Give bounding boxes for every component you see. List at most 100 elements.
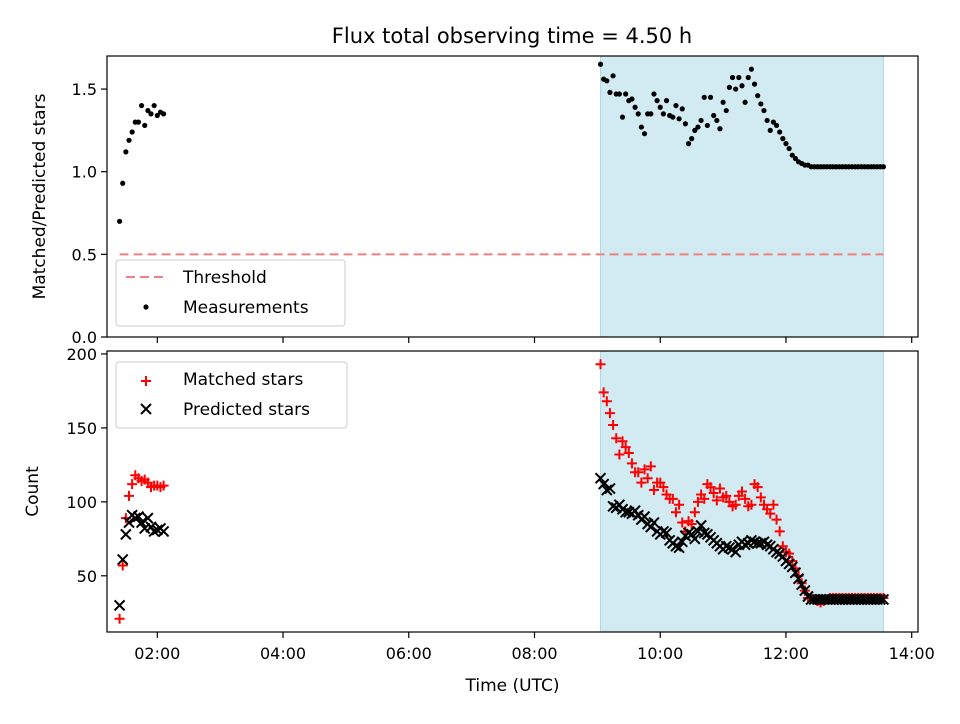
predicted-star-point [723,541,736,554]
matched-star-point [740,493,751,504]
y-tick-label: 100 [66,493,97,512]
legend-bottom: Matched stars Predicted stars [115,361,348,429]
measurement-point [623,91,629,97]
measurement-point [748,66,754,72]
legend-top: Threshold Measurements [115,259,346,327]
chart-title: Flux total observing time = 4.50 h [332,24,692,48]
matched-star-point [771,514,782,525]
predicted-star-point [689,533,701,545]
y-tick-label: 150 [66,419,97,438]
observing-window-span [600,56,884,337]
matched-star-point [645,461,656,472]
matched-star-point [598,387,609,398]
measurement-point [726,84,732,91]
measurement-point [714,117,720,124]
measurement-point [755,93,761,99]
matched-star-point [633,467,644,478]
matched-star-point [692,496,703,507]
measurement-point [660,111,666,117]
y-axis-label: Matched/Predicted stars [30,93,50,299]
measurement-point [616,91,622,97]
matched-star-point [614,449,625,460]
measurement-point [160,111,167,117]
predicted-star-point [789,567,802,579]
measurement-point [720,99,726,105]
y-tick-label: 1.5 [72,80,97,99]
matched-star-point [667,493,678,504]
measurement-point [635,111,641,117]
y-tick-label: 200 [66,345,97,364]
x-tick-label: 02:00 [134,644,180,663]
y-tick-label: 1.0 [72,163,97,182]
matched-star-point [158,480,169,491]
measurement-point [770,119,777,125]
measurement-point [151,102,157,109]
x-tick-label: 10:00 [637,644,683,663]
measurement-point [670,114,676,120]
matched-star-point [721,490,732,501]
measurement-point [607,89,613,95]
measurement-point [679,106,685,112]
predicted-star-point [597,478,610,490]
predicted-star-point [761,539,773,551]
matched-star-point [686,519,697,530]
measurement-point [739,83,745,89]
predicted-star-point [792,573,805,585]
y-tick-label: 0.0 [72,328,97,347]
x-tick-label: 08:00 [511,644,557,663]
measurement-point [126,137,132,143]
matched-star-point [730,499,741,510]
measurement-point [685,141,692,147]
y-axis-label: Count [23,466,43,517]
measurement-point [689,136,695,142]
predicted-star-point [729,546,742,558]
measurement-point [773,122,780,129]
legend-predicted-swatch [140,403,152,415]
predicted-star-point [129,512,141,524]
matched-star-point [601,396,612,407]
matched-star-point [604,408,615,419]
measurement-point [695,124,701,130]
measurement-point [733,86,739,92]
measurement-point [676,116,682,122]
legend-measurements-swatch [143,304,149,310]
measurement-point [148,111,154,117]
legend-predicted-label: Predicted stars [183,400,310,420]
measurement-point [701,94,707,100]
legend-threshold-label: Threshold [182,268,267,288]
measurement-point [138,102,145,109]
matched-star-point [708,487,719,498]
matched-star-point [648,485,659,496]
matched-star-point [765,508,776,519]
predicted-star-point [604,482,616,495]
measurement-point [692,127,698,133]
measurement-point [145,107,151,114]
measurement-point [654,98,660,104]
measurement-point [792,155,799,162]
matched-star-point [636,477,647,488]
legend-box [115,361,348,429]
predicted-star-point [601,484,613,496]
predicted-star-point [676,536,688,548]
measurement-point [783,141,789,147]
x-axis-label: Time (UTC) [465,676,560,696]
measurement-point [651,91,657,97]
predicted-star-point [594,472,607,484]
predicted-star-point [120,528,132,541]
predicted-star-point [113,599,126,612]
matched-star-point [626,458,637,469]
measurement-point [638,124,644,130]
predicted-star-point [657,525,670,538]
matched-star-point [117,560,128,571]
predicted-star-point [795,578,808,591]
matched-star-point [658,482,669,493]
matched-star-point [711,495,722,506]
top-panel: 0.0 0.5 1.0 1.5 Matched/Predicted stars Thres… [30,55,919,347]
predicted-star-point [142,512,154,524]
predicted-star-point [148,525,160,538]
measurement-point [745,74,751,81]
predicted-star-point [673,541,685,554]
matched-star-point [768,499,779,510]
